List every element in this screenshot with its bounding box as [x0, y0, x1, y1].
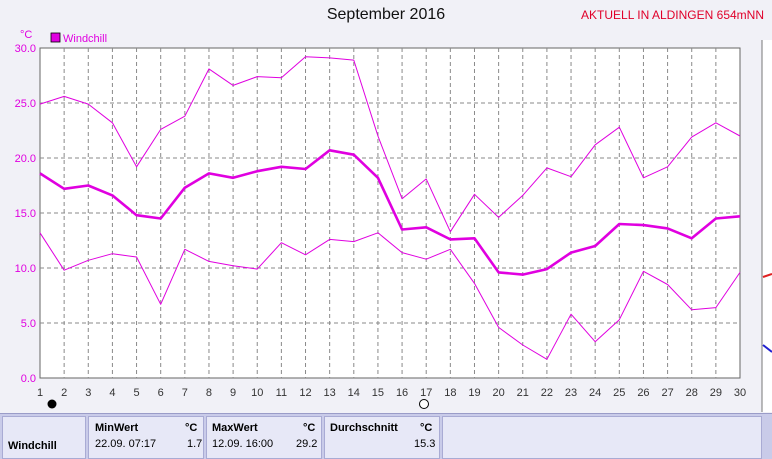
- x-tick-label: 12: [299, 387, 311, 399]
- y-tick-label: 10.0: [15, 263, 36, 275]
- next-chart-fragment: [761, 40, 772, 412]
- series-line-windchill-max: [39, 56, 741, 233]
- avg-value: 15.3: [414, 438, 436, 450]
- max-value: 29.2: [296, 438, 318, 450]
- max-unit: °C: [303, 422, 316, 434]
- x-tick-label: 2: [61, 387, 67, 399]
- y-tick-label: 25.0: [15, 98, 36, 110]
- y-tick-label: 30.0: [15, 43, 36, 55]
- x-tick-label: 17: [420, 387, 432, 399]
- x-tick-label: 1: [37, 387, 43, 399]
- stats-label-cell: [2, 416, 86, 459]
- x-tick-label: 4: [109, 387, 115, 399]
- avg-unit: °C: [420, 422, 433, 434]
- station-label: AKTUELL IN ALDINGEN 654mNN: [581, 8, 764, 22]
- stats-avg-cell: [324, 416, 440, 459]
- x-tick-label: 13: [324, 387, 336, 399]
- x-tick-label: 29: [710, 387, 722, 399]
- statistics-panel: Windchill MinWert °C 22.09. 07:17 1.7 Ma…: [0, 413, 772, 459]
- y-tick-label: 5.0: [21, 318, 36, 330]
- x-tick-label: 27: [661, 387, 673, 399]
- x-tick-label: 23: [565, 387, 577, 399]
- y-tick-label: 15.0: [15, 208, 36, 220]
- x-tick-label: 19: [468, 387, 480, 399]
- x-tick-label: 28: [686, 387, 698, 399]
- grid-lines: [40, 48, 740, 378]
- series-line-windchill-min: [39, 232, 741, 360]
- chart-title: September 2016: [326, 6, 446, 23]
- x-tick-label: 15: [372, 387, 384, 399]
- series-line-windchill-avg: [39, 149, 741, 276]
- x-tick-label: 16: [396, 387, 408, 399]
- new-moon-icon: [47, 399, 57, 409]
- full-moon-icon: [419, 399, 429, 409]
- x-tick-label: 14: [348, 387, 360, 399]
- x-tick-label: 5: [133, 387, 139, 399]
- stats-min-cell: [88, 416, 204, 459]
- x-tick-label: 6: [158, 387, 164, 399]
- windchill-chart: 1 2 3 4 5 6 7 8 9 10 11 12 13 14 15 16 17 18 19 20 21 22 23 24 2…: [15, 29, 772, 412]
- x-tick-label: 25: [613, 387, 625, 399]
- avg-header: Durchschnitt: [330, 422, 398, 434]
- x-tick-label: 24: [589, 387, 601, 399]
- x-tick-label: 22: [541, 387, 553, 399]
- x-tick-label: 10: [251, 387, 263, 399]
- x-tick-label: 21: [517, 387, 529, 399]
- x-tick-label: 11: [276, 387, 287, 399]
- x-tick-label: 30: [734, 387, 746, 399]
- x-tick-label: 8: [206, 387, 212, 399]
- x-tick-label: 18: [444, 387, 456, 399]
- axis-ticks: 1 2 3 4 5 6 7 8 9 10 11 12 13 14 15 16 17 18 19 20 21 22 23 24 2…: [15, 43, 747, 399]
- min-time: 22.09. 07:17: [95, 438, 157, 450]
- min-unit: °C: [185, 422, 198, 434]
- y-axis-unit: °C: [20, 29, 32, 41]
- legend-label: Windchill: [63, 33, 107, 45]
- legend-swatch: [50, 32, 61, 43]
- series-lines: [39, 56, 741, 360]
- min-header: MinWert: [95, 422, 139, 434]
- x-tick-label: 9: [230, 387, 236, 399]
- x-tick-label: 20: [492, 387, 504, 399]
- y-tick-label: 20.0: [15, 153, 36, 165]
- y-tick-label: 0.0: [21, 373, 36, 385]
- x-tick-label: 3: [85, 387, 91, 399]
- min-value: 1.7: [187, 438, 203, 450]
- stats-empty-cell: [442, 416, 762, 459]
- x-tick-label: 7: [182, 387, 188, 399]
- max-header: MaxWert: [212, 422, 258, 434]
- stats-row-label: Windchill: [8, 440, 57, 452]
- x-tick-label: 26: [637, 387, 649, 399]
- max-time: 12.09. 16:00: [212, 438, 274, 450]
